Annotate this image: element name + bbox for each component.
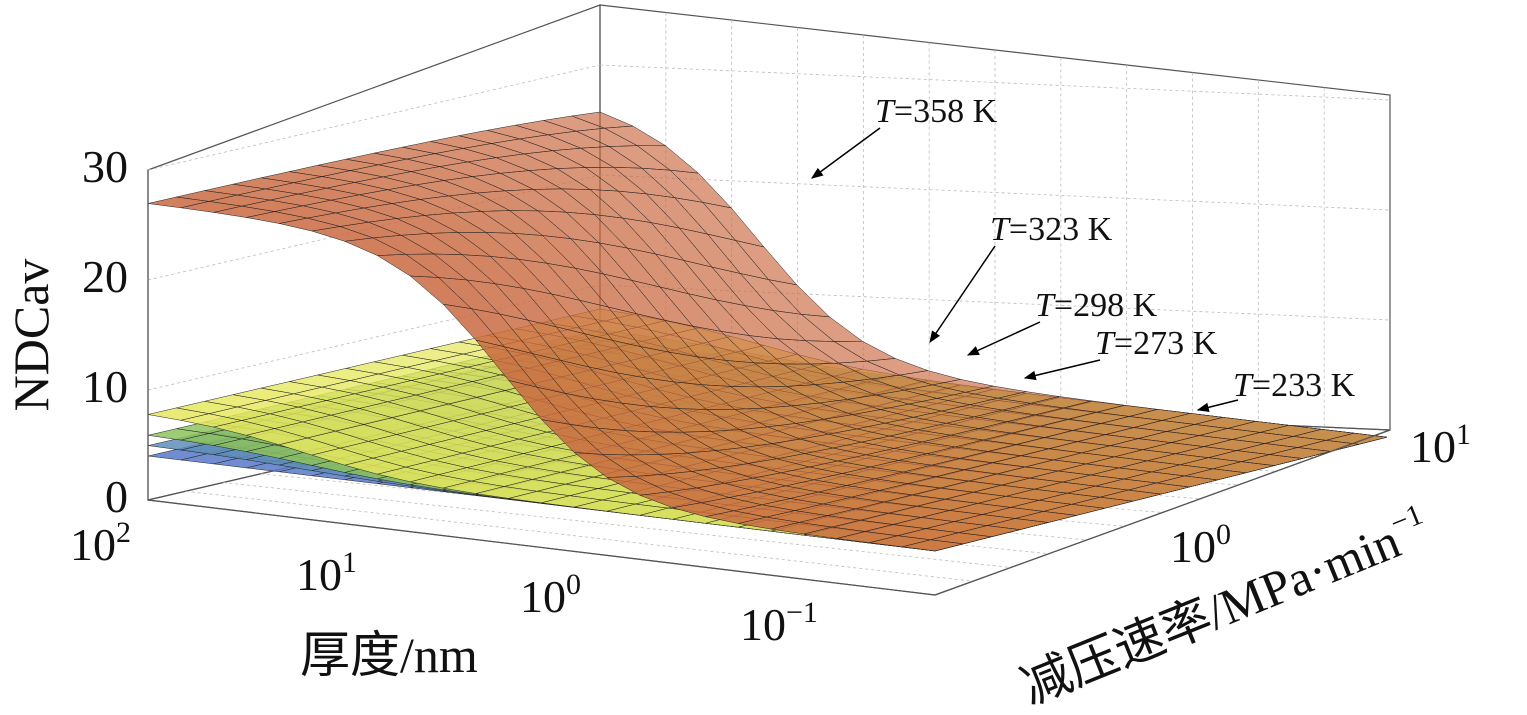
annotation-323: T=323 K xyxy=(929,211,1113,343)
x-tick-label: 100 xyxy=(520,568,581,622)
floor-grid-line xyxy=(223,482,1011,568)
surfaces xyxy=(147,111,1388,552)
z-grid-line xyxy=(147,64,601,171)
z-axis-ticks: 0 10 20 30 xyxy=(82,141,128,522)
surface-patch xyxy=(902,539,964,552)
z-tick-label: 20 xyxy=(82,251,128,302)
z-tick-label: 30 xyxy=(82,141,128,192)
x-tick-label: 101 xyxy=(296,546,357,600)
front-frame xyxy=(147,170,1391,596)
x-axis-label: 厚度/nm xyxy=(300,627,478,683)
annotation-298: T=298 K xyxy=(966,287,1158,356)
annotation-358: T=358 K xyxy=(811,93,998,179)
svg-text:T=298 K: T=298 K xyxy=(1035,287,1158,324)
floor-grid-line xyxy=(185,490,973,582)
annotation-arrow xyxy=(929,245,996,343)
svg-text:T=273 K: T=273 K xyxy=(1095,325,1218,362)
y-tick-label: 101 xyxy=(1410,418,1471,472)
z-axis-label: NDCav xyxy=(3,259,59,412)
svg-text:T=358 K: T=358 K xyxy=(875,93,998,130)
surface-358K xyxy=(147,111,1388,552)
svg-text:T=233 K: T=233 K xyxy=(1233,367,1356,404)
svg-text:T=323 K: T=323 K xyxy=(990,211,1113,248)
annotation-arrow xyxy=(1023,359,1101,381)
annotation-273: T=273 K xyxy=(1023,325,1218,381)
annotation-arrow xyxy=(811,127,881,179)
x-tick-label: 102 xyxy=(70,516,131,570)
y-axis-ticks: 100 101 xyxy=(1170,418,1471,572)
x-tick-label: 10−1 xyxy=(740,596,818,650)
x-axis-line xyxy=(147,499,936,596)
z-tick-label: 10 xyxy=(82,361,128,412)
y-tick-label: 100 xyxy=(1170,518,1231,572)
annotation-arrow xyxy=(1196,399,1239,413)
y-axis-line xyxy=(934,429,1391,596)
annotation-arrow xyxy=(966,321,1041,356)
x-axis-ticks: 102 101 100 10−1 xyxy=(70,516,818,650)
annotation-233: T=233 K xyxy=(1196,367,1356,413)
z-tick-label: 0 xyxy=(105,471,128,522)
temperature-annotations: T=358 K T=323 K T=298 K T=273 K T=233 K xyxy=(811,93,1356,413)
